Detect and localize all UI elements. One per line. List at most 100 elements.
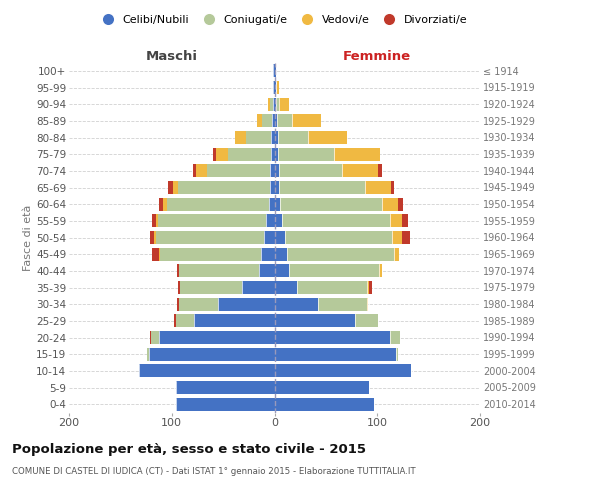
Bar [289, 264, 379, 278]
Bar [174, 314, 176, 328]
Bar [266, 214, 275, 228]
Bar [275, 314, 355, 328]
Bar [278, 131, 308, 144]
Bar [391, 181, 394, 194]
Bar [160, 248, 261, 260]
Bar [378, 164, 382, 177]
Bar [257, 114, 262, 128]
Bar [278, 148, 334, 160]
Y-axis label: Fasce di età: Fasce di età [23, 204, 33, 270]
Text: Popolazione per età, sesso e stato civile - 2015: Popolazione per età, sesso e stato civil… [12, 442, 366, 456]
Bar [167, 181, 173, 194]
Bar [176, 381, 275, 394]
Text: Maschi: Maschi [146, 50, 198, 62]
Bar [216, 148, 228, 160]
Bar [157, 214, 158, 228]
Bar [268, 98, 271, 110]
Bar [389, 331, 400, 344]
Bar [193, 164, 196, 177]
Bar [152, 214, 157, 228]
Bar [178, 181, 271, 194]
Bar [196, 164, 206, 177]
Bar [160, 331, 275, 344]
Bar [278, 164, 343, 177]
Bar [285, 231, 392, 244]
Bar [269, 198, 275, 210]
Bar [275, 98, 278, 110]
Bar [277, 114, 292, 128]
Bar [275, 264, 289, 278]
Bar [275, 164, 278, 177]
Bar [176, 314, 194, 328]
Bar [275, 181, 278, 194]
Bar [402, 214, 408, 228]
Bar [152, 248, 160, 260]
Bar [367, 281, 369, 294]
Bar [365, 181, 391, 194]
Bar [274, 64, 275, 78]
Bar [178, 281, 180, 294]
Bar [274, 98, 275, 110]
Bar [275, 348, 396, 360]
Bar [194, 314, 275, 328]
Bar [292, 114, 321, 128]
Bar [158, 214, 266, 228]
Bar [160, 198, 163, 210]
Bar [157, 231, 264, 244]
Legend: Celibi/Nubili, Coniugati/e, Vedovi/e, Divorziati/e: Celibi/Nubili, Coniugati/e, Vedovi/e, Di… [92, 10, 472, 29]
Bar [151, 331, 160, 344]
Bar [274, 81, 275, 94]
Bar [275, 248, 287, 260]
Bar [392, 231, 402, 244]
Bar [262, 114, 272, 128]
Bar [173, 181, 178, 194]
Bar [308, 131, 347, 144]
Bar [355, 314, 378, 328]
Bar [147, 348, 149, 360]
Bar [275, 231, 285, 244]
Bar [278, 98, 289, 110]
Bar [272, 114, 275, 128]
Bar [275, 148, 278, 160]
Bar [213, 148, 216, 160]
Bar [275, 131, 278, 144]
Bar [259, 264, 275, 278]
Bar [394, 248, 399, 260]
Bar [150, 331, 151, 344]
Bar [176, 398, 275, 410]
Bar [275, 298, 317, 310]
Bar [242, 281, 275, 294]
Bar [167, 198, 269, 210]
Bar [150, 231, 154, 244]
Bar [367, 298, 368, 310]
Bar [275, 81, 278, 94]
Bar [297, 281, 367, 294]
Bar [246, 131, 271, 144]
Bar [264, 231, 275, 244]
Bar [163, 198, 167, 210]
Bar [179, 298, 218, 310]
Bar [275, 114, 277, 128]
Bar [275, 398, 374, 410]
Bar [261, 248, 275, 260]
Bar [369, 281, 372, 294]
Bar [177, 264, 179, 278]
Bar [275, 381, 369, 394]
Bar [382, 198, 398, 210]
Bar [343, 164, 378, 177]
Bar [280, 198, 382, 210]
Bar [218, 298, 275, 310]
Bar [275, 214, 281, 228]
Text: COMUNE DI CASTEL DI IUDICA (CT) - Dati ISTAT 1° gennaio 2015 - Elaborazione TUTT: COMUNE DI CASTEL DI IUDICA (CT) - Dati I… [12, 468, 416, 476]
Bar [389, 214, 402, 228]
Bar [154, 231, 157, 244]
Bar [271, 98, 274, 110]
Bar [179, 264, 259, 278]
Bar [271, 181, 275, 194]
Bar [275, 281, 297, 294]
Bar [287, 248, 394, 260]
Bar [235, 131, 246, 144]
Text: Femmine: Femmine [343, 50, 412, 62]
Bar [398, 198, 403, 210]
Bar [334, 148, 380, 160]
